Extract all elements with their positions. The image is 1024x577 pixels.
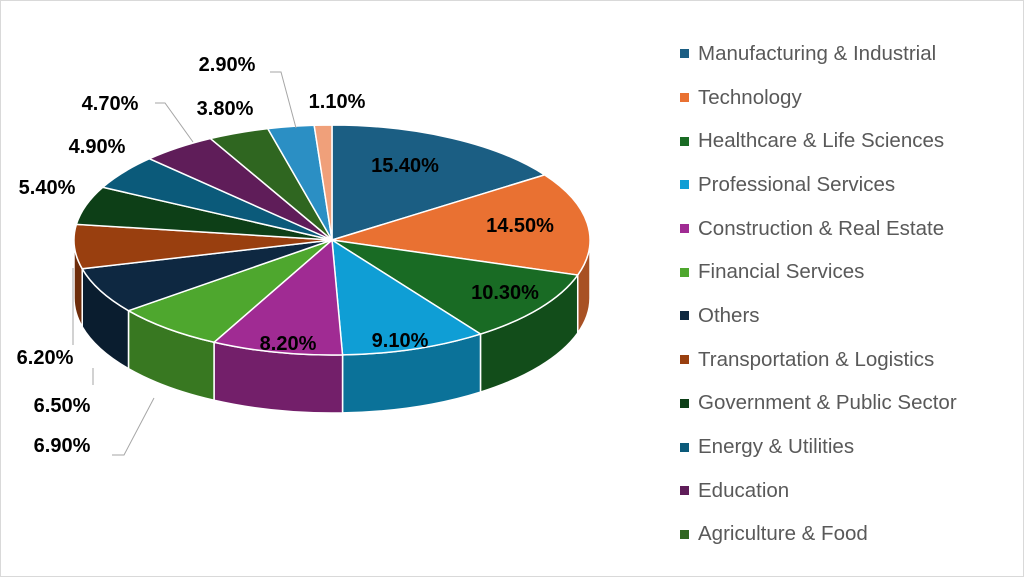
- legend-marker-icon: [680, 355, 689, 365]
- pie-slice[interactable]: [126, 239, 333, 344]
- data-label: 1.10%: [309, 91, 366, 113]
- legend-marker-icon: [680, 398, 689, 408]
- legend-item[interactable]: Others: [680, 294, 957, 338]
- data-label: 4.90%: [69, 136, 126, 158]
- data-label: 4.70%: [82, 93, 139, 115]
- legend-item[interactable]: Healthcare & Life Sciences: [680, 119, 957, 163]
- data-label: 9.10%: [372, 330, 429, 352]
- legend-label: Healthcare & Life Sciences: [698, 129, 945, 153]
- legend-label: Construction & Real Estate: [698, 216, 945, 240]
- legend-item[interactable]: Manufacturing & Industrial: [680, 32, 957, 76]
- pie-slice[interactable]: [212, 238, 344, 356]
- legend-label: Energy & Utilities: [698, 435, 855, 459]
- legend-marker-icon: [680, 49, 689, 59]
- legend-marker-icon: [680, 267, 689, 277]
- legend-marker-icon: [680, 224, 689, 234]
- data-label: 15.40%: [371, 155, 439, 177]
- legend-label: Others: [698, 303, 760, 327]
- data-label: 3.80%: [197, 98, 254, 120]
- data-label: 6.90%: [34, 435, 91, 457]
- data-label: 5.40%: [19, 177, 76, 199]
- legend-label: Technology: [698, 85, 802, 109]
- data-label: 8.20%: [260, 333, 317, 355]
- legend-item[interactable]: Technology: [680, 76, 957, 120]
- leader-line: [270, 71, 297, 129]
- legend-marker-icon: [680, 136, 689, 146]
- legend-item[interactable]: Energy & Utilities: [680, 425, 957, 469]
- pie-slice[interactable]: [331, 238, 483, 356]
- legend-item[interactable]: Agriculture & Food: [680, 513, 957, 557]
- legend-label: Manufacturing & Industrial: [698, 41, 937, 65]
- legend-label: Agriculture & Food: [698, 522, 868, 546]
- legend: Manufacturing & Industrial Technology Heal…: [680, 32, 957, 556]
- data-label: 14.50%: [486, 215, 554, 237]
- legend-item[interactable]: Transportation & Logistics: [680, 338, 957, 382]
- data-label: 2.90%: [199, 54, 256, 76]
- legend-label: Education: [698, 478, 790, 502]
- legend-marker-icon: [680, 180, 689, 190]
- data-label: 10.30%: [471, 282, 539, 304]
- leader-line: [112, 397, 155, 456]
- legend-label: Financial Services: [698, 260, 865, 284]
- legend-marker-icon: [680, 311, 689, 321]
- leader-line: [155, 102, 194, 143]
- legend-marker-icon: [680, 529, 689, 539]
- legend-item[interactable]: Government & Public Sector: [680, 382, 957, 426]
- legend-label: Professional Services: [698, 172, 896, 196]
- pie-slice[interactable]: [331, 174, 591, 276]
- legend-marker-icon: [680, 486, 689, 496]
- pie-slice[interactable]: [331, 239, 580, 335]
- legend-label: Government & Public Sector: [698, 391, 957, 415]
- pie-slice[interactable]: [313, 124, 333, 241]
- legend-item[interactable]: Financial Services: [680, 250, 957, 294]
- legend-marker-icon: [680, 442, 689, 452]
- data-label: 6.50%: [34, 395, 91, 417]
- pie-slice[interactable]: [331, 124, 547, 242]
- legend-marker-icon: [680, 93, 689, 103]
- data-label: 6.20%: [17, 347, 74, 369]
- legend-label: Transportation & Logistics: [698, 347, 935, 371]
- legend-item[interactable]: Construction & Real Estate: [680, 207, 957, 251]
- legend-item[interactable]: Education: [680, 469, 957, 513]
- legend-item[interactable]: Professional Services: [680, 163, 957, 207]
